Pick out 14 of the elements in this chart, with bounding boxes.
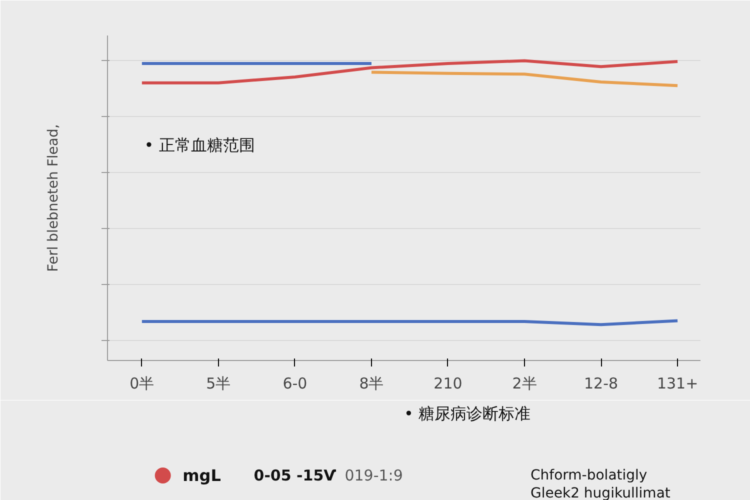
legend-label: mgL (182, 466, 221, 485)
text: • 糖尿病诊断标准 (404, 404, 531, 423)
x-tick-label: 12-8 (584, 374, 618, 392)
x-tick-label: 2半 (512, 374, 537, 392)
x-tick-label: 0半 (130, 374, 154, 392)
x-tick-label: 8半 (359, 374, 384, 392)
x-tick-label: 210 (434, 374, 462, 392)
annotation: • 正常血糖范围 (144, 135, 255, 154)
text: 0-05 -15Ѵ (254, 466, 337, 484)
x-tick-label: 6-0 (282, 374, 308, 392)
x-tick-label: 5半 (206, 374, 231, 392)
y-axis-title: Ferl blebneteh Flead, (46, 124, 62, 272)
x-tick-label: 131+ (656, 374, 698, 392)
text: 019-1:9 (344, 466, 403, 484)
